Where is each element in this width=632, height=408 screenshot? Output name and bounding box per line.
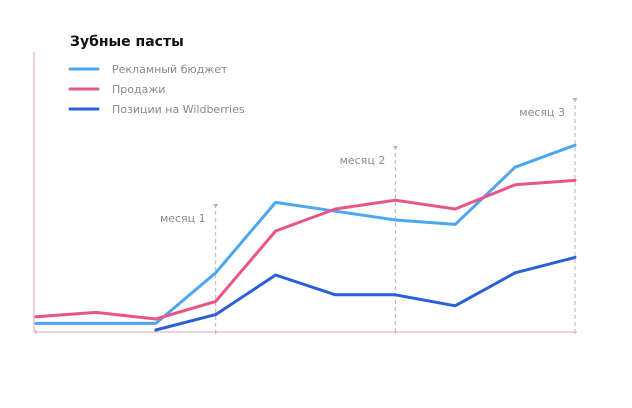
series-line-0 [34,143,577,325]
annotation-arrow [572,98,578,102]
chart-title: Зубные пасты [70,34,184,50]
legend-label-pozicii-wildberries: Позиции на Wildberries [112,103,245,116]
annotation-label: месяц 1 [160,212,206,225]
annotation-arrow [392,146,398,150]
series-line-1 [34,178,577,321]
axes [33,52,577,334]
annotation-label: месяц 2 [340,154,386,167]
annotation-label: месяц 3 [519,106,565,119]
annotations: месяц 1 месяц 2 месяц 3 [160,98,578,332]
legend-label-reklamny-byudzhet: Рекламный бюджет [112,63,228,76]
legend-label-prodazhi: Продажи [112,83,165,96]
annotation-arrow [213,204,219,208]
series-lines [34,143,577,332]
legend: Рекламный бюджет Продажи Позиции на Wild… [68,63,245,116]
series-line-2 [154,255,577,332]
